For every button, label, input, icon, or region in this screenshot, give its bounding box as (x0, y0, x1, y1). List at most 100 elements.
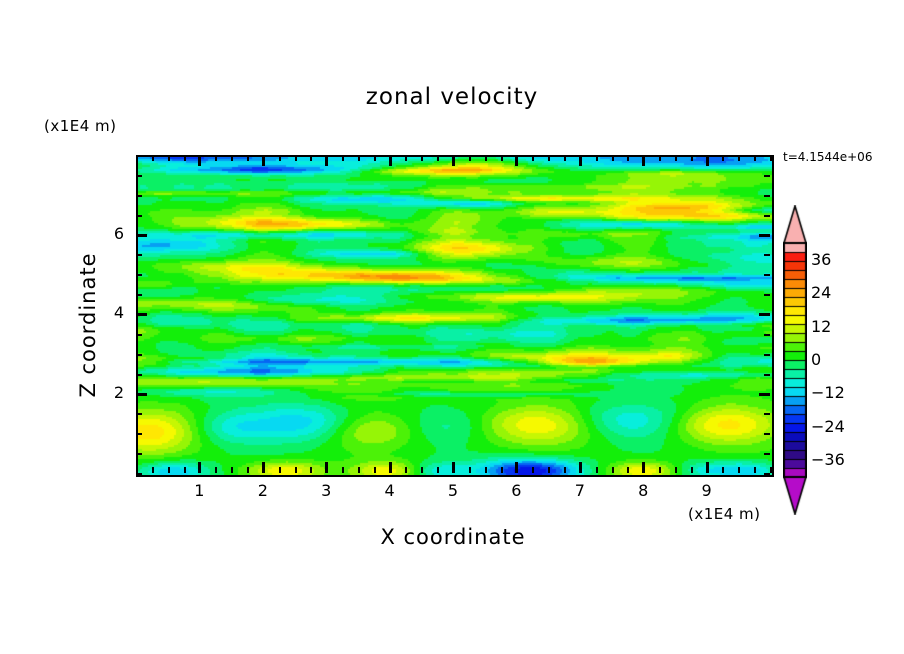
axis-tick (764, 453, 770, 455)
axis-tick (325, 462, 328, 473)
axis-tick (564, 467, 566, 473)
page-title: zonal velocity (365, 84, 539, 110)
axis-tick (452, 462, 455, 473)
axis-tick (136, 313, 147, 316)
axis-tick (764, 155, 770, 157)
axis-tick (136, 453, 142, 455)
axis-tick (136, 334, 142, 336)
axis-tick (764, 334, 770, 336)
axis-tick (421, 155, 423, 161)
axis-tick (659, 155, 661, 161)
colorbar-tick-24: 24 (811, 283, 832, 303)
time-annotation: t=4.1544e+06 (783, 150, 873, 164)
axis-tick (262, 155, 265, 166)
colorbar-gradient (783, 205, 807, 515)
axis-tick (168, 467, 170, 473)
axis-tick (152, 467, 154, 473)
axis-tick (659, 467, 661, 473)
axis-tick (469, 467, 471, 473)
axis-tick (136, 467, 138, 473)
axis-tick (279, 467, 281, 473)
y-axis-unit-label: (x1E4 m) (44, 117, 117, 135)
axis-tick (627, 155, 629, 161)
axis-tick (310, 155, 312, 161)
y-tick-label-4: 4 (113, 303, 124, 322)
axis-tick (675, 155, 677, 161)
axis-tick (612, 467, 614, 473)
x-tick-label-5: 5 (447, 481, 459, 500)
axis-tick (374, 467, 376, 473)
axis-tick (501, 155, 503, 161)
axis-tick (515, 462, 518, 473)
axis-tick (136, 155, 142, 157)
axis-tick (136, 274, 142, 276)
axis-tick (389, 155, 392, 166)
x-tick-label-3: 3 (321, 481, 332, 500)
axis-tick (722, 467, 724, 473)
colorbar-tick-12: 12 (811, 316, 832, 336)
axis-tick (548, 155, 550, 161)
axis-tick (706, 462, 709, 473)
axis-tick (374, 155, 376, 161)
axis-tick (136, 195, 142, 197)
axis-tick (764, 473, 770, 475)
axis-tick (231, 155, 233, 161)
axis-tick (247, 467, 249, 473)
axis-tick (770, 467, 772, 473)
axis-tick (342, 467, 344, 473)
x-tick-label-4: 4 (384, 481, 395, 500)
y-tick-label-6: 6 (113, 223, 124, 243)
axis-tick (136, 354, 142, 356)
axis-tick (764, 413, 770, 415)
axis-tick (501, 467, 503, 473)
x-tick-label-8: 8 (638, 481, 649, 500)
axis-tick (358, 155, 360, 161)
axis-tick (452, 155, 455, 166)
axis-tick (136, 155, 138, 161)
colorbar-tick-0: 0 (811, 350, 822, 369)
axis-tick (564, 155, 566, 161)
colorbar-tick--24: −24 (811, 416, 845, 436)
axis-tick (136, 473, 142, 475)
axis-tick (389, 462, 392, 473)
axis-tick (764, 433, 770, 435)
axis-tick (759, 313, 770, 316)
axis-tick (738, 155, 740, 161)
axis-tick (198, 462, 201, 473)
axis-tick (198, 155, 201, 166)
axis-tick (691, 467, 693, 473)
axis-tick (754, 467, 756, 473)
axis-tick (548, 467, 550, 473)
axis-tick (136, 175, 142, 177)
axis-tick (136, 393, 147, 396)
x-axis-unit-label: (x1E4 m) (688, 505, 761, 523)
x-tick-label-9: 9 (701, 481, 712, 500)
axis-tick (675, 467, 677, 473)
colorbar-tick-36: 36 (811, 249, 832, 269)
axis-tick (596, 467, 598, 473)
axis-tick (642, 462, 645, 473)
axis-tick (184, 467, 186, 473)
axis-tick (136, 294, 142, 296)
axis-tick (358, 467, 360, 473)
axis-tick (325, 155, 328, 166)
axis-tick (136, 215, 142, 217)
axis-tick (262, 462, 265, 473)
axis-tick (764, 274, 770, 276)
axis-tick (532, 155, 534, 161)
axis-tick (642, 155, 645, 166)
axis-tick (738, 467, 740, 473)
axis-tick (515, 155, 518, 166)
plot-area (136, 155, 774, 477)
axis-tick (421, 467, 423, 473)
axis-tick (215, 467, 217, 473)
axis-tick (342, 155, 344, 161)
axis-tick (295, 155, 297, 161)
x-tick-label-2: 2 (257, 481, 268, 500)
x-tick-label-7: 7 (574, 481, 585, 500)
axis-tick (136, 234, 147, 237)
axis-tick (279, 155, 281, 161)
y-axis-title: Z coordinate (76, 252, 100, 398)
axis-tick (759, 234, 770, 237)
